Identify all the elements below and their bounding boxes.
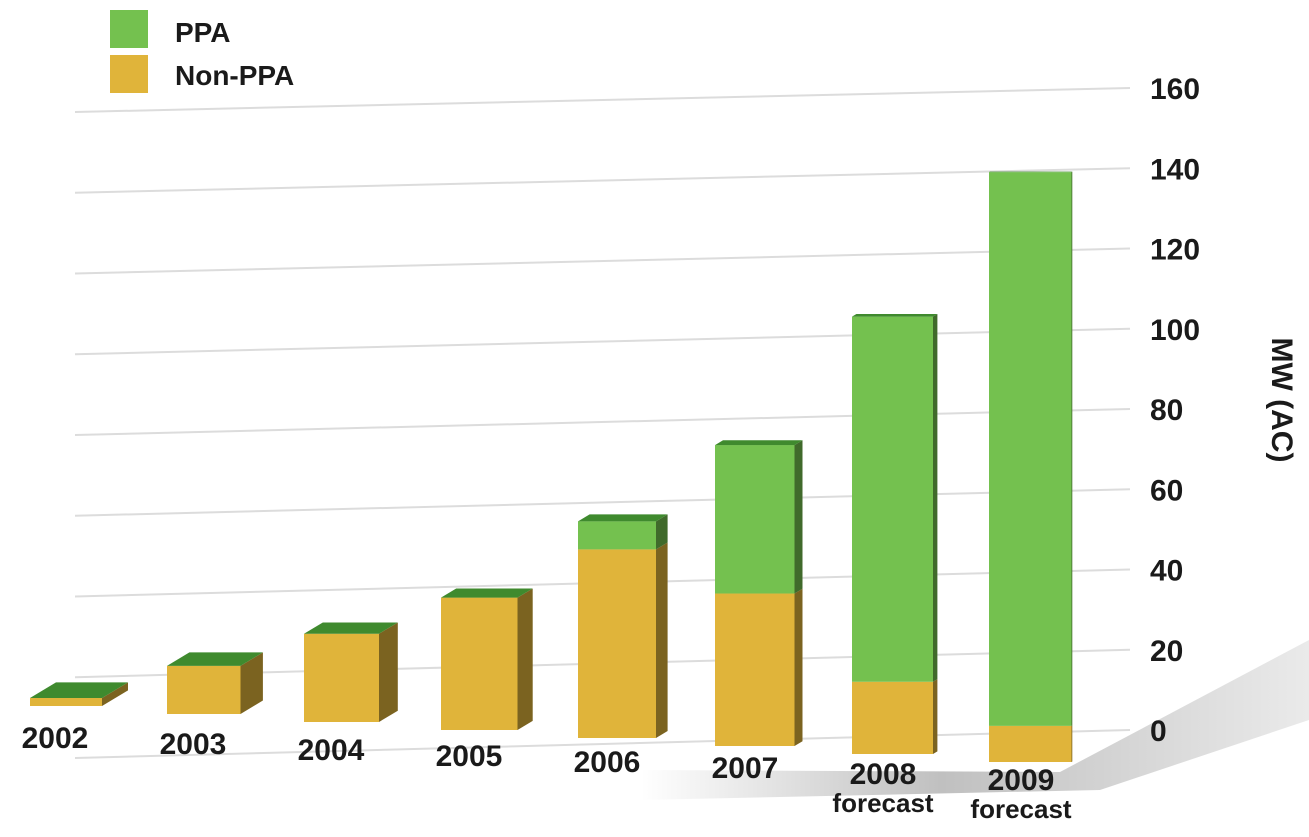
bar-side-non-ppa xyxy=(794,588,803,746)
gridline xyxy=(74,247,1131,275)
x-tick-label: 2005 xyxy=(436,740,503,773)
bar-top xyxy=(441,588,533,598)
y-tick-label: 20 xyxy=(1150,635,1183,668)
gridline xyxy=(74,408,1131,436)
x-tick-sublabel: forecast xyxy=(832,788,933,818)
bar-side-ppa xyxy=(933,313,938,682)
bar-segment-non-ppa xyxy=(304,633,379,722)
bar-side-ppa xyxy=(1071,171,1073,726)
x-tick-label: 2008 xyxy=(850,758,917,791)
bar-top xyxy=(715,440,803,446)
bar-segment-non-ppa xyxy=(989,725,1072,762)
bar-segment-non-ppa xyxy=(715,593,795,746)
bar-2009 xyxy=(989,171,1073,762)
bar-side-non-ppa xyxy=(517,588,533,730)
y-tick-label: 0 xyxy=(1150,715,1167,748)
bar-series xyxy=(30,171,1073,762)
y-tick-label: 140 xyxy=(1150,153,1200,186)
bar-side-non-ppa xyxy=(379,622,398,722)
x-tick-label: 2007 xyxy=(712,752,779,785)
bar-side-non-ppa xyxy=(240,652,263,714)
x-tick-sublabel: forecast xyxy=(970,794,1071,824)
bar-segment-non-ppa xyxy=(167,665,241,714)
y-tick-label: 80 xyxy=(1150,394,1183,427)
bar-top xyxy=(578,514,668,522)
gridline xyxy=(74,488,1131,517)
x-tick-label: 2006 xyxy=(574,746,641,779)
bar-side-non-ppa xyxy=(656,542,668,738)
bar-segment-non-ppa xyxy=(852,681,933,754)
bar-segment-non-ppa xyxy=(578,549,656,738)
bar-side-ppa xyxy=(656,514,668,550)
bar-2008 xyxy=(852,313,938,754)
bar-2005 xyxy=(441,588,533,730)
bar-segment-ppa xyxy=(715,445,795,594)
y-tick-label: 40 xyxy=(1150,555,1183,588)
bar-2007 xyxy=(715,440,803,746)
bar-top xyxy=(852,313,938,317)
bar-side-non-ppa xyxy=(1071,725,1073,762)
gridline xyxy=(74,729,1131,759)
legend: PPA Non-PPA xyxy=(110,10,294,93)
bar-top xyxy=(304,622,398,634)
bar-top xyxy=(167,652,263,666)
bar-2004 xyxy=(304,622,398,722)
legend-swatch-ppa xyxy=(110,10,148,48)
legend-label-ppa: PPA xyxy=(175,17,231,48)
x-tick-label: 2009 xyxy=(988,764,1055,797)
gridline xyxy=(74,167,1131,194)
bar-2006 xyxy=(578,514,668,738)
bar-2003 xyxy=(167,652,263,714)
y-tick-label: 120 xyxy=(1150,234,1200,267)
gridlines xyxy=(74,87,1131,759)
y-axis-title: MW (AC) xyxy=(1265,338,1298,463)
bar-side-ppa xyxy=(794,440,803,594)
y-tick-label: 60 xyxy=(1150,474,1183,507)
legend-swatch-non-ppa xyxy=(110,55,148,93)
bar-segment-ppa xyxy=(578,521,656,550)
gridline xyxy=(74,327,1131,356)
bar-segment-ppa xyxy=(989,172,1072,726)
bar-segment-non-ppa xyxy=(441,597,518,730)
gridline xyxy=(74,87,1131,113)
y-tick-label: 100 xyxy=(1150,314,1200,347)
bar-side-non-ppa xyxy=(102,682,128,706)
bar-side-non-ppa xyxy=(933,679,938,754)
legend-label-non-ppa: Non-PPA xyxy=(175,60,294,91)
x-tick-label: 2002 xyxy=(22,722,89,755)
bar-segment-non-ppa xyxy=(30,697,102,706)
floor-shadow xyxy=(640,640,1309,800)
x-tick-label: 2003 xyxy=(160,728,227,761)
y-axis-ticks: 0 20 40 60 80 100 120 140 160 xyxy=(1150,73,1200,748)
y-tick-label: 160 xyxy=(1150,73,1200,106)
x-axis-labels: 2002 2003 2004 2005 2006 2007 2008forecast2009… xyxy=(22,722,1072,824)
bar-2002 xyxy=(30,682,128,706)
bar-segment-ppa xyxy=(852,316,933,682)
bar-top xyxy=(30,682,128,698)
x-tick-label: 2004 xyxy=(298,734,365,767)
